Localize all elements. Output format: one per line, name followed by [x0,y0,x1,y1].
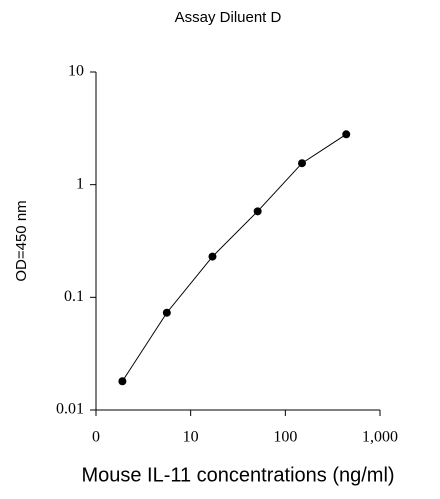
data-point [118,377,127,386]
data-point [253,207,262,216]
y-tick-label: 10 [68,63,84,80]
chart-title: Assay Diluent D [175,9,282,26]
data-point [298,159,307,168]
y-axis-label: OD=450 nm [13,200,30,281]
data-point [208,252,217,261]
x-tick-label: 100 [273,429,297,446]
x-axis-label: Mouse IL-11 concentrations (ng/ml) [81,464,394,486]
x-tick-label: 1,000 [362,429,398,446]
data-point [162,308,171,317]
y-tick-label: 0.1 [64,288,84,305]
data-line [121,133,347,382]
x-tick-label: 10 [183,429,199,446]
y-tick-label: 1 [76,175,84,192]
x-tick-label: 0 [92,429,100,446]
y-tick-label: 0.01 [56,401,84,418]
data-point [342,130,351,139]
